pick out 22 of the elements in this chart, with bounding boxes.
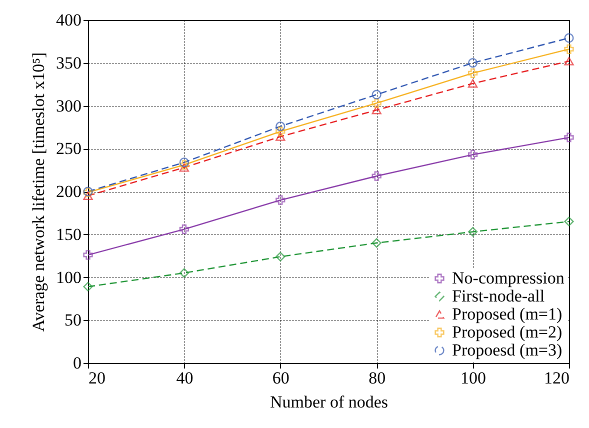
x-tick-label: 120 xyxy=(544,368,570,388)
y-tick-label: 300 xyxy=(56,96,82,116)
x-tick-label: 60 xyxy=(272,368,290,388)
y-tick-label: 100 xyxy=(56,268,82,287)
x-tick-label: 100 xyxy=(460,368,486,388)
y-tick-label: 200 xyxy=(56,182,82,201)
legend-label: First-node-all xyxy=(452,286,545,306)
x-tick-label: 20 xyxy=(88,368,106,388)
legend-label: No-compression xyxy=(452,268,565,288)
y-tick-label: 150 xyxy=(56,224,82,244)
legend-label: Proposed (m=1) xyxy=(452,304,562,324)
x-tick-label: 80 xyxy=(368,368,386,388)
x-tick-label: 40 xyxy=(176,368,194,388)
legend-label: Proposed (m=2) xyxy=(452,322,562,342)
y-tick-label: 50 xyxy=(64,310,82,330)
y-tick-label: 250 xyxy=(56,139,82,158)
y-axis-title: Average network lifetime [timeslot x10⁵] xyxy=(29,52,48,332)
y-tick-label: 0 xyxy=(73,354,82,372)
legend-label: Propoesd (m=3) xyxy=(452,340,562,360)
y-tick-label: 350 xyxy=(56,53,82,72)
x-axis-title: Number of nodes xyxy=(270,392,388,412)
y-tick-label: 400 xyxy=(56,10,82,30)
